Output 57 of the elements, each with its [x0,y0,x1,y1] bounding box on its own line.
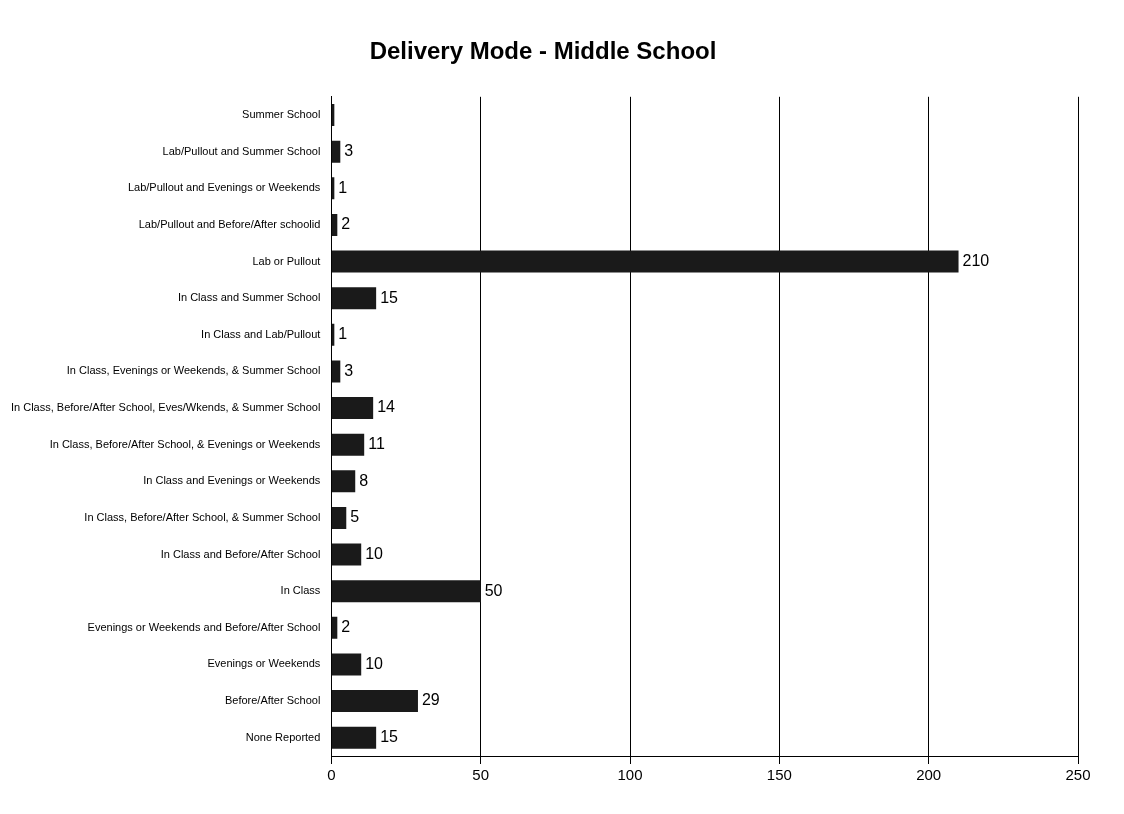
data-label: 8 [359,471,369,489]
y-tick-label: Lab/Pullout and Summer School [162,144,321,157]
bar [331,580,481,603]
x-tick-label: 150 [766,766,792,784]
bar [331,543,362,566]
data-label: 1 [338,178,348,196]
bar [331,287,377,310]
bar [331,250,959,273]
x-tick-label: 50 [472,766,490,784]
y-tick-label: Lab or Pullout [252,254,321,267]
data-label: 50 [484,581,503,599]
data-label: 2 [341,618,351,636]
bar [331,470,356,493]
y-tick-label: Lab/Pullout and Evenings or Weekends [127,181,321,194]
data-label: 11 [368,435,385,453]
data-label: 1 [338,325,348,343]
y-tick-label: In Class, Evenings or Weekends, & Summer School [66,364,321,377]
data-label: 15 [380,728,399,746]
data-label: 10 [365,654,384,672]
y-tick-label: In Class and Lab/Pullout [201,327,321,340]
y-tick-label: Summer School [242,108,321,121]
y-tick-label: In Class and Evenings or Weekends [143,474,321,487]
data-label: 3 [344,142,354,160]
y-tick-label: In Class and Summer School [177,291,321,304]
bar [331,690,418,713]
x-tick-label: 200 [916,766,942,784]
data-label: 3 [344,361,354,379]
data-label: 10 [365,544,384,562]
bar [331,653,362,676]
data-label: 15 [380,288,399,306]
y-tick-label: Evenings or Weekends and Before/After School [87,620,321,633]
bar [331,360,341,383]
data-label: 5 [350,508,360,526]
bar [331,726,377,749]
y-tick-label: In Class [280,584,321,597]
data-label: 14 [377,398,396,416]
bar [331,506,347,529]
y-tick-label: Before/After School [224,694,321,707]
y-tick-label: Lab/Pullout and Before/After schoolid [138,218,321,231]
x-tick-label: 250 [1065,766,1091,784]
data-label: 29 [421,691,440,709]
y-tick-label: In Class, Before/After School, Eves/Wkends, & Summer School [10,401,321,414]
data-label: 2 [341,215,351,233]
y-tick-label: None Reported [245,730,321,743]
bar [331,397,374,420]
y-tick-label: In Class, Before/After School, & Summer School [84,510,321,523]
x-tick-label: 100 [617,766,643,784]
y-tick-label: Evenings or Weekends [207,657,321,670]
bar [331,433,365,456]
y-tick-label: In Class and Before/After School [160,547,321,560]
bar [331,140,341,163]
bar [331,213,338,236]
x-tick-label: 0 [327,766,336,784]
y-tick-label: In Class, Before/After School, & Evenings or Weekends [49,437,321,450]
chart-title: Delivery Mode - Middle School [369,37,717,65]
data-label: 210 [962,252,990,270]
bar [331,616,338,639]
